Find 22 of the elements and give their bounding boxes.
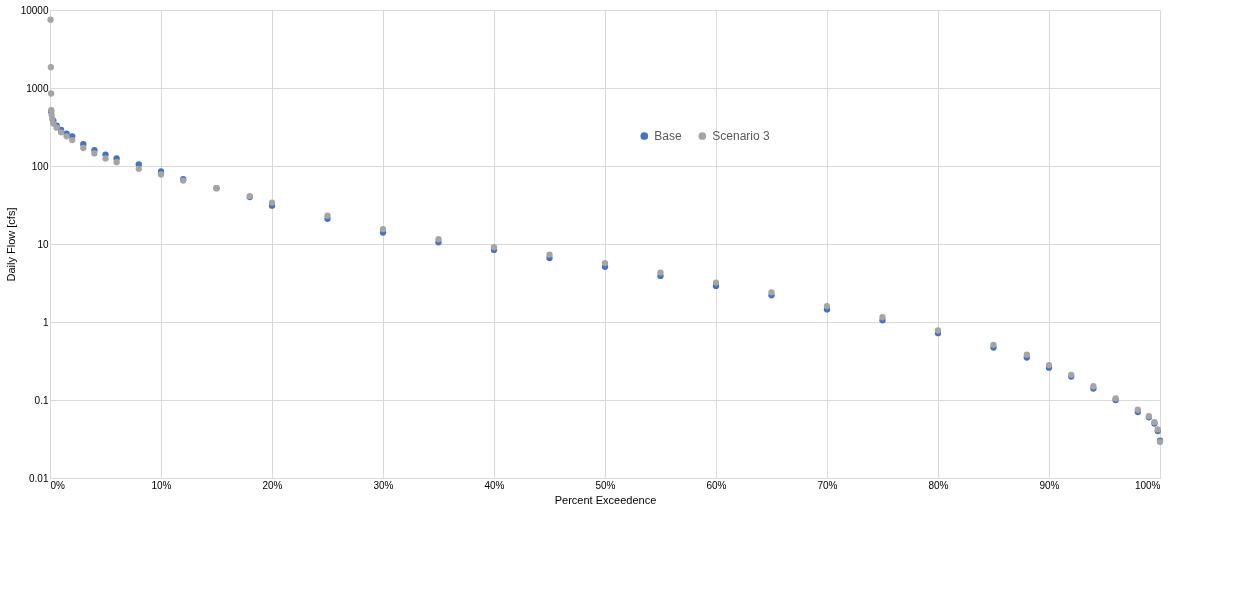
x-tick-label: 30% [373,479,394,491]
y-tick-label: 100 [31,160,49,172]
legend-label: Base [654,129,682,143]
y-tick-label: 0.01 [29,472,49,484]
legend-label: Scenario 3 [712,129,770,143]
x-tick-label: 20% [262,479,283,491]
x-tick-label: 100% [1134,479,1161,491]
x-tick-label: 80% [928,479,949,491]
y-tick-label: 1000 [26,82,49,94]
x-tick-label: 50% [595,479,616,491]
x-tick-label: 40% [484,479,505,491]
y-tick-label: 10 [37,238,49,250]
x-tick-label: 60% [706,479,727,491]
x-tick-label: 0% [50,479,66,491]
x-tick-label: 90% [1039,479,1060,491]
x-tick-label: 10% [151,479,172,491]
y-tick-label: 0.1 [34,394,49,406]
y-tick-label: 10000 [20,4,49,16]
x-axis-title: Percent Exceedence [554,493,657,506]
x-tick-label: 70% [817,479,838,491]
y-axis-title: Daily Flow [cfs] [4,207,17,282]
y-tick-label: 1 [42,316,49,328]
